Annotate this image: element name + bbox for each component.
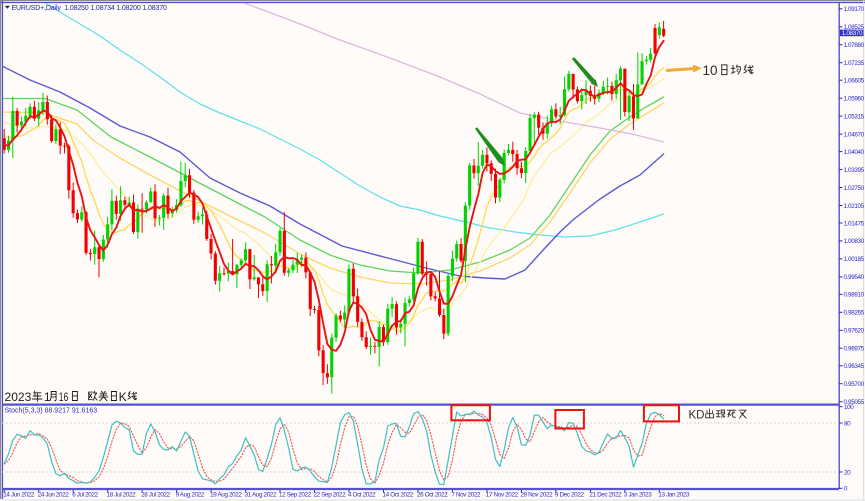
svg-text:14 Oct 2022: 14 Oct 2022 — [383, 491, 414, 498]
svg-text:22 Sep 2022: 22 Sep 2022 — [314, 491, 347, 498]
svg-text:K: K — [119, 390, 127, 404]
svg-text:14 Jun 2022: 14 Jun 2022 — [3, 491, 35, 498]
svg-text:4 Oct 2022: 4 Oct 2022 — [348, 491, 376, 498]
svg-text:13 Jan 2023: 13 Jan 2023 — [658, 491, 690, 498]
svg-text:9 Dec 2022: 9 Dec 2022 — [555, 491, 585, 498]
svg-text:12 Sep 2022: 12 Sep 2022 — [279, 491, 312, 498]
svg-text:1.05960: 1.05960 — [844, 96, 865, 103]
svg-text:2023: 2023 — [5, 390, 32, 404]
svg-text:1.04670: 1.04670 — [844, 131, 865, 138]
svg-text:7 Nov 2022: 7 Nov 2022 — [451, 491, 481, 498]
svg-text:21 Dec 2022: 21 Dec 2022 — [589, 491, 622, 498]
svg-text:1.08525: 1.08525 — [844, 24, 865, 31]
svg-text:0.98910: 0.98910 — [844, 292, 865, 299]
svg-text:18 Jul 2022: 18 Jul 2022 — [107, 491, 137, 498]
svg-text:1.05315: 1.05315 — [844, 113, 865, 120]
svg-text:24 Jun 2022: 24 Jun 2022 — [38, 491, 70, 498]
svg-text:0: 0 — [844, 486, 848, 493]
svg-text:0.95055: 0.95055 — [844, 399, 865, 406]
svg-text:1.00830: 1.00830 — [844, 238, 865, 245]
svg-text:20: 20 — [844, 469, 851, 476]
svg-text:0.96975: 0.96975 — [844, 346, 865, 353]
svg-text:0.95700: 0.95700 — [844, 381, 865, 388]
svg-text:9 Aug 2022: 9 Aug 2022 — [176, 491, 205, 498]
svg-text:80: 80 — [844, 420, 851, 427]
svg-text:28 Jul 2022: 28 Jul 2022 — [141, 491, 171, 498]
svg-text:Stoch(5,3,3) 88.9217 91.6163: Stoch(5,3,3) 88.9217 91.6163 — [5, 408, 98, 415]
svg-text:1.06605: 1.06605 — [844, 78, 865, 85]
svg-text:16: 16 — [59, 390, 69, 404]
svg-text:0.97620: 0.97620 — [844, 328, 865, 335]
svg-text:0.98265: 0.98265 — [844, 310, 865, 317]
svg-text:29 Nov 2022: 29 Nov 2022 — [520, 491, 553, 498]
svg-text:0.96345: 0.96345 — [844, 363, 865, 370]
svg-text:1.07880: 1.07880 — [844, 42, 865, 49]
svg-text:19 Aug 2022: 19 Aug 2022 — [210, 491, 242, 498]
svg-text:1.08370: 1.08370 — [842, 30, 863, 37]
svg-text:17 Nov 2022: 17 Nov 2022 — [486, 491, 519, 498]
svg-text:1.02105: 1.02105 — [844, 203, 865, 210]
svg-text:6 Jul 2022: 6 Jul 2022 — [72, 491, 98, 498]
svg-text:1.04040: 1.04040 — [844, 149, 865, 156]
svg-text:1.01475: 1.01475 — [844, 220, 865, 227]
svg-text:3 Jan 2023: 3 Jan 2023 — [624, 491, 653, 498]
svg-text:1.00185: 1.00185 — [844, 256, 865, 263]
svg-text:10: 10 — [703, 63, 718, 78]
svg-text:1.03395: 1.03395 — [844, 167, 865, 174]
svg-text:KD: KD — [689, 410, 705, 422]
svg-text:26 Oct 2022: 26 Oct 2022 — [417, 491, 448, 498]
svg-text:0.99540: 0.99540 — [844, 274, 865, 281]
svg-text:1.07235: 1.07235 — [844, 60, 865, 67]
svg-text:1: 1 — [44, 390, 51, 404]
svg-text:100: 100 — [844, 404, 854, 411]
svg-text:1.02750: 1.02750 — [844, 185, 865, 192]
svg-text:EURUSD+,Daily 1.08250 1.08734: EURUSD+,Daily 1.08250 1.08734 1.08200 1.… — [12, 5, 167, 12]
svg-text:31 Aug 2022: 31 Aug 2022 — [245, 491, 277, 498]
svg-text:1.09170: 1.09170 — [844, 6, 865, 13]
